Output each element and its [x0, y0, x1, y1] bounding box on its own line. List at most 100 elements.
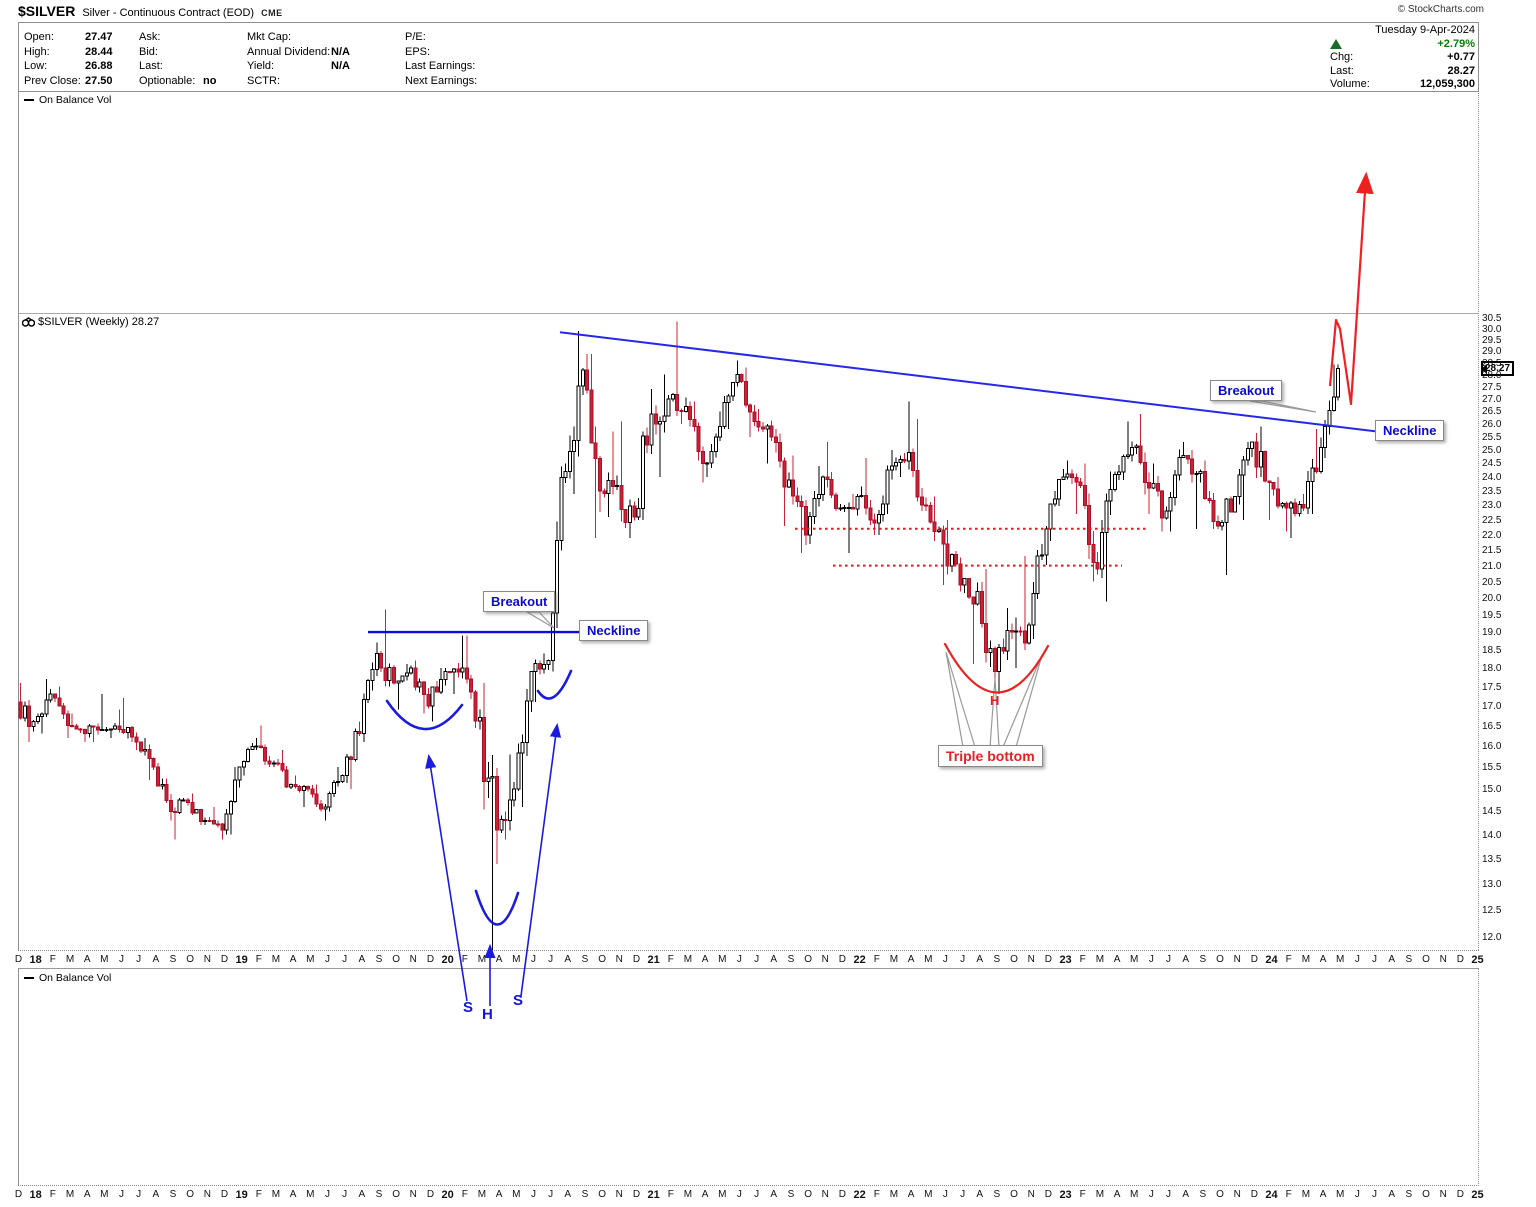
y-axis-label: 24.5 [1482, 458, 1502, 470]
quote-label: Ask: [139, 31, 161, 43]
x-axis-label: A [701, 1189, 709, 1200]
x-axis-label: 22 [853, 954, 866, 966]
obv-top-text: On Balance Vol [39, 94, 112, 106]
quote-label: Last Earnings: [405, 60, 476, 72]
neckline-label-right: Neckline [1375, 420, 1445, 441]
x-axis-label: D [838, 954, 847, 965]
x-axis-label: F [1079, 1189, 1086, 1200]
x-axis-label: J [530, 954, 536, 965]
y-axis-label: 13.5 [1482, 853, 1502, 865]
y-axis-label: 26.0 [1482, 418, 1502, 430]
x-axis-label: N [615, 1189, 623, 1200]
x-axis-label: N [1233, 954, 1241, 965]
volume-value: 12,059,300 [1419, 78, 1475, 90]
x-axis-label: O [1422, 954, 1430, 965]
x-axis-label: F [49, 954, 56, 965]
y-axis-label: 12.0 [1482, 931, 1502, 943]
quote-label: Mkt Cap: [247, 31, 292, 43]
x-axis-label: A [1113, 954, 1121, 965]
x-axis-label: M [306, 954, 315, 965]
x-axis-label: 19 [235, 954, 248, 966]
obv-top-legend: On Balance Vol [24, 94, 111, 106]
x-axis-label: F [667, 1189, 674, 1200]
x-axis-label: D [220, 954, 229, 965]
x-axis-label: M [1095, 954, 1105, 965]
x-axis-label: J [1354, 1189, 1360, 1200]
x-axis-label: 21 [647, 954, 660, 966]
page-title: Silver - Continuous Contract (EOD) [82, 7, 255, 19]
x-axis-label: A [495, 954, 503, 965]
volume-label: Volume: [1330, 78, 1370, 90]
x-axis-label: N [1027, 954, 1035, 965]
x-axis-label: S [375, 1189, 383, 1200]
y-axis-label: 24.0 [1482, 472, 1502, 484]
quote-label: Low: [24, 60, 48, 72]
x-axis-label: D [838, 1189, 847, 1200]
x-axis-label: S [169, 1189, 177, 1200]
y-axis-label: 22.5 [1482, 514, 1502, 526]
x-axis-label: F [1079, 954, 1086, 965]
y-axis-label: 27.0 [1482, 393, 1502, 405]
x-axis-label: F [1285, 1189, 1292, 1200]
x-axis-label: 25 [1471, 1189, 1484, 1201]
x-axis-label: N [615, 954, 623, 965]
x-axis-label: J [342, 1189, 348, 1200]
quote-label: EPS: [405, 45, 431, 58]
y-axis-label: 21.0 [1482, 560, 1502, 572]
x-axis-label: J [548, 954, 554, 965]
x-axis-label: A [1182, 954, 1190, 965]
x-axis-label: J [736, 1189, 742, 1200]
y-axis-label: 14.0 [1482, 829, 1502, 841]
x-axis-label: M [477, 1189, 487, 1200]
x-axis-label: M [1336, 954, 1345, 965]
y-axis-label: 28.5 [1482, 358, 1502, 369]
chart-legend-text: $SILVER (Weekly) 28.27 [38, 316, 160, 328]
x-axis-label: S [993, 954, 1001, 965]
x-axis-label: A [907, 954, 915, 965]
x-axis-label: A [1319, 954, 1327, 965]
x-axis-label: 20 [441, 954, 454, 966]
x-axis-label: J [118, 954, 124, 965]
y-axis-label: 25.5 [1482, 431, 1502, 443]
y-axis-label: 23.5 [1482, 485, 1502, 497]
quote-label: Bid: [139, 45, 158, 58]
x-axis-label: M [271, 1189, 281, 1200]
x-axis-label: J [736, 954, 742, 965]
x-axis-label: M [512, 1189, 521, 1200]
x-axis-label: J [1166, 1189, 1172, 1200]
x-axis-label: S [169, 954, 177, 965]
x-axis-label: N [409, 954, 417, 965]
obv-panel-top [18, 90, 1479, 314]
x-axis-label: D [1044, 954, 1053, 965]
triple-bottom-head-letter: H [990, 693, 1000, 708]
x-axis-label: A [1388, 954, 1396, 965]
x-axis-label: S [375, 954, 383, 965]
x-axis-label: M [1301, 954, 1311, 965]
x-axis-label: J [754, 954, 760, 965]
x-axis-label: J [342, 954, 348, 965]
y-axis-label: 21.5 [1482, 545, 1502, 556]
x-axis-label: J [548, 1189, 554, 1200]
x-axis-label: A [976, 954, 984, 965]
x-axis-label: O [804, 954, 812, 965]
x-axis-label: A [976, 1189, 984, 1200]
x-axis-label: N [1027, 1189, 1035, 1200]
x-axis-label: 21 [647, 1189, 660, 1201]
quote-date: Tuesday 9-Apr-2024 [1375, 24, 1475, 36]
x-axis-label: S [1199, 954, 1207, 965]
y-axis-label: 15.0 [1482, 783, 1502, 795]
x-axis-label: M [924, 1189, 933, 1200]
last-label: Last: [1330, 64, 1354, 77]
x-axis-label: M [718, 1189, 727, 1200]
x-axis-label: M [1336, 1189, 1345, 1200]
x-axis-label: 18 [29, 954, 42, 966]
quote-value: N/A [331, 45, 350, 58]
y-axis-label: 30.5 [1482, 313, 1502, 324]
x-axis-label: 23 [1059, 1189, 1072, 1201]
x-axis-label: M [1130, 1189, 1139, 1200]
x-axis-label: J [1372, 1189, 1378, 1200]
x-axis-label: D [1456, 1189, 1464, 1200]
x-axis-label: M [100, 1189, 109, 1200]
x-axis-label: A [289, 954, 297, 965]
x-axis-label: M [100, 954, 109, 965]
